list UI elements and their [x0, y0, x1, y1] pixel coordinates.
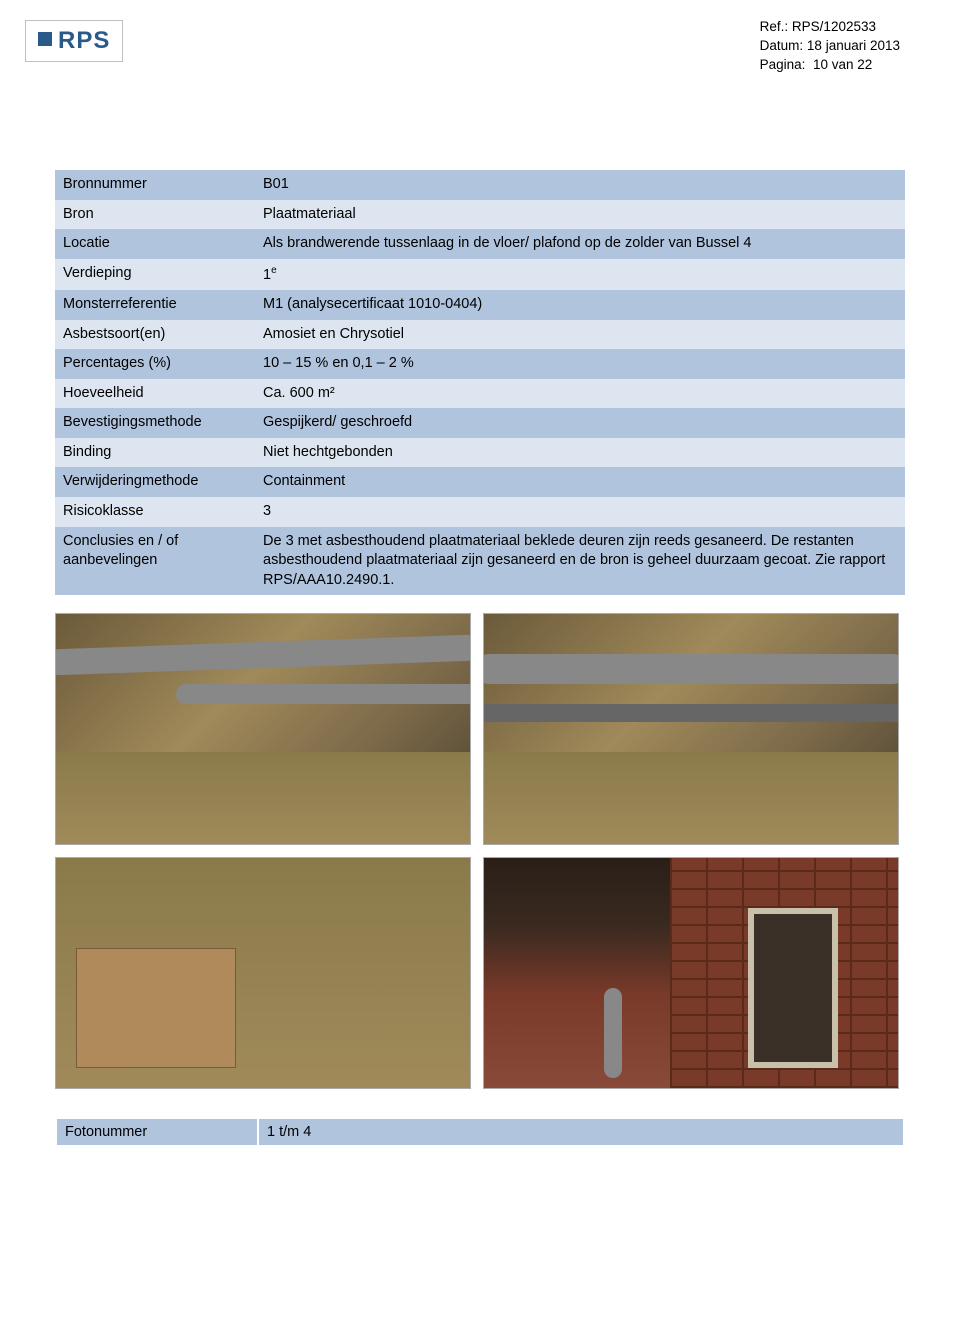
table-row: BevestigingsmethodeGespijkerd/ geschroef… — [55, 408, 905, 438]
row-label: Hoeveelheid — [55, 379, 255, 409]
row-value: Plaatmateriaal — [255, 200, 905, 230]
logo-square-icon — [38, 32, 52, 46]
header-ref: Ref.: RPS/1202533 — [760, 18, 900, 37]
table-row: BronPlaatmateriaal — [55, 200, 905, 230]
table-row: VerwijderingmethodeContainment — [55, 467, 905, 497]
photo-3 — [55, 857, 471, 1089]
photo-1 — [55, 613, 471, 845]
footer-table: Fotonummer 1 t/m 4 — [55, 1117, 905, 1147]
footer-value: 1 t/m 4 — [259, 1119, 903, 1145]
row-value: Gespijkerd/ geschroefd — [255, 408, 905, 438]
photo-2 — [483, 613, 899, 845]
row-value: B01 — [255, 170, 905, 200]
row-value: Amosiet en Chrysotiel — [255, 320, 905, 350]
photo-4 — [483, 857, 899, 1089]
row-value: 10 – 15 % en 0,1 – 2 % — [255, 349, 905, 379]
row-value: Niet hechtgebonden — [255, 438, 905, 468]
row-label: Locatie — [55, 229, 255, 259]
table-row: Risicoklasse3 — [55, 497, 905, 527]
header-page: Pagina: 10 van 22 — [760, 56, 900, 75]
row-value: M1 (analysecertificaat 1010-0404) — [255, 290, 905, 320]
rps-logo: RPS — [25, 20, 123, 62]
row-value: Containment — [255, 467, 905, 497]
footer-label: Fotonummer — [57, 1119, 257, 1145]
page-header: RPS Ref.: RPS/1202533 Datum: 18 januari … — [0, 0, 960, 100]
row-label: Risicoklasse — [55, 497, 255, 527]
row-label: Binding — [55, 438, 255, 468]
row-label: Conclusies en / of aanbevelingen — [55, 527, 255, 596]
row-label: Bron — [55, 200, 255, 230]
row-value: De 3 met asbesthoudend plaatmateriaal be… — [255, 527, 905, 596]
row-label: Bevestigingsmethode — [55, 408, 255, 438]
row-value: Ca. 600 m² — [255, 379, 905, 409]
row-value: 1e — [255, 259, 905, 290]
row-label: Verdieping — [55, 259, 255, 290]
table-row: Conclusies en / of aanbevelingenDe 3 met… — [55, 527, 905, 596]
header-date: Datum: 18 januari 2013 — [760, 37, 900, 56]
table-row: Percentages (%)10 – 15 % en 0,1 – 2 % — [55, 349, 905, 379]
table-row: BronnummerB01 — [55, 170, 905, 200]
header-meta: Ref.: RPS/1202533 Datum: 18 januari 2013… — [760, 18, 900, 75]
footer-row: Fotonummer 1 t/m 4 — [57, 1119, 903, 1145]
table-row: Asbestsoort(en)Amosiet en Chrysotiel — [55, 320, 905, 350]
table-row: MonsterreferentieM1 (analysecertificaat … — [55, 290, 905, 320]
table-row: Verdieping1e — [55, 259, 905, 290]
row-label: Asbestsoort(en) — [55, 320, 255, 350]
row-value: Als brandwerende tussenlaag in de vloer/… — [255, 229, 905, 259]
logo-text: RPS — [58, 27, 110, 54]
row-label: Monsterreferentie — [55, 290, 255, 320]
row-label: Bronnummer — [55, 170, 255, 200]
row-label: Verwijderingmethode — [55, 467, 255, 497]
data-table: BronnummerB01BronPlaatmateriaalLocatieAl… — [55, 170, 905, 595]
photo-grid — [55, 613, 905, 1089]
table-row: LocatieAls brandwerende tussenlaag in de… — [55, 229, 905, 259]
table-row: HoeveelheidCa. 600 m² — [55, 379, 905, 409]
table-row: BindingNiet hechtgebonden — [55, 438, 905, 468]
row-value: 3 — [255, 497, 905, 527]
row-label: Percentages (%) — [55, 349, 255, 379]
